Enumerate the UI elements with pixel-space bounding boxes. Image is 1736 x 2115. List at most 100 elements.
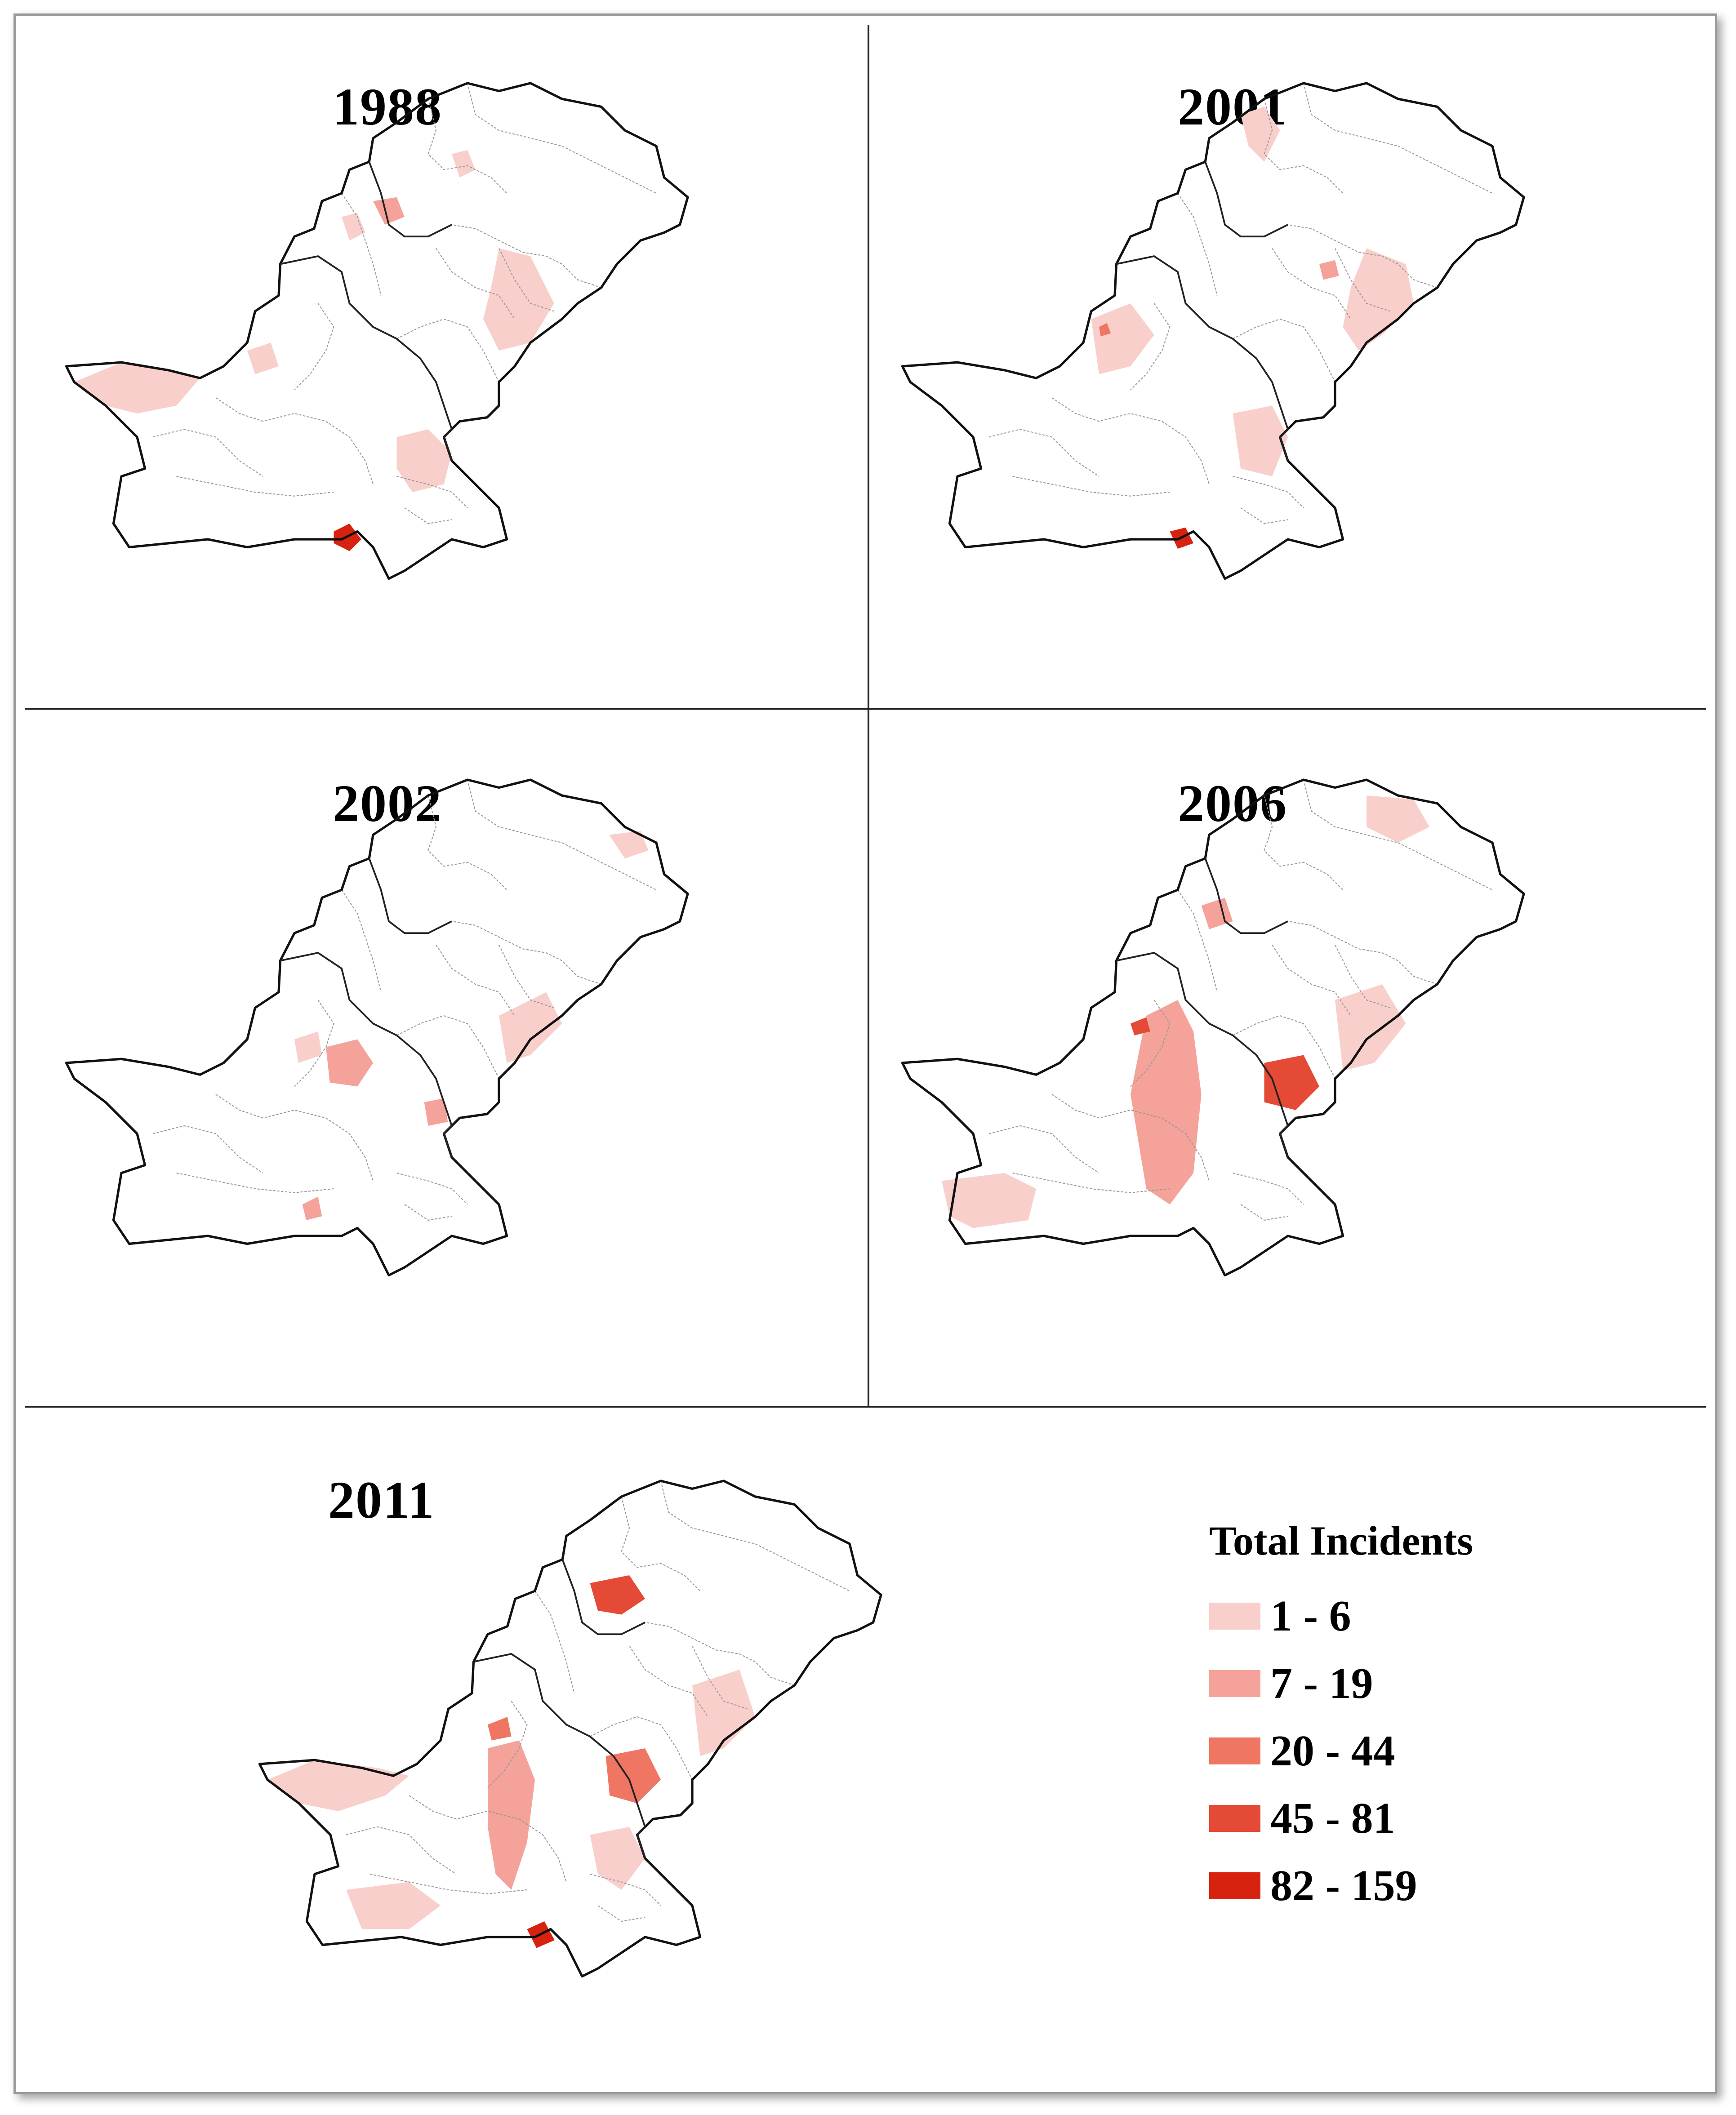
pakistan-map	[258, 1480, 882, 1978]
district-boundary	[692, 1646, 748, 1710]
district-fill	[373, 197, 405, 225]
district-boundary	[1177, 193, 1218, 296]
district-boundary	[152, 1125, 263, 1173]
legend-label: 20 - 44	[1270, 1727, 1395, 1775]
district-fill	[692, 1670, 755, 1756]
district-fill	[74, 362, 200, 413]
map-panel-2011: 2011	[252, 1452, 1151, 2090]
province-boundary	[1232, 338, 1289, 461]
district-boundary	[427, 98, 507, 194]
district-boundary	[396, 1015, 499, 1079]
province-boundary	[1116, 951, 1233, 1036]
district-fill	[1233, 405, 1288, 476]
district-boundary	[409, 1795, 567, 1882]
legend-item: 7 - 19	[1209, 1650, 1473, 1717]
district-boundary	[621, 1496, 701, 1591]
district-fill	[342, 213, 365, 240]
district-boundary	[499, 945, 554, 1009]
district-fill	[1367, 795, 1429, 843]
district-fill	[590, 1575, 645, 1615]
district-boundary	[597, 1905, 645, 1922]
province-boundary	[1204, 858, 1288, 934]
legend-label: 45 - 81	[1270, 1794, 1395, 1843]
district-boundary	[1233, 475, 1304, 508]
country-outline	[901, 82, 1525, 580]
district-boundary	[346, 1826, 457, 1875]
district-boundary	[1303, 779, 1493, 890]
legend-item: 20 - 44	[1209, 1717, 1473, 1785]
country-outline	[65, 82, 689, 580]
district-boundary	[341, 193, 382, 296]
district-boundary	[1130, 303, 1171, 391]
district-boundary	[1205, 161, 1438, 288]
divider-horizontal-2	[25, 1406, 1706, 1408]
district-boundary	[176, 1172, 334, 1193]
legend-label: 1 - 6	[1270, 1592, 1351, 1640]
district-boundary	[1051, 1094, 1210, 1181]
district-fill	[1099, 323, 1111, 337]
divider-horizontal-1	[25, 708, 1706, 710]
district-fill	[1335, 984, 1406, 1071]
district-fill	[424, 1098, 448, 1126]
district-boundary	[562, 1559, 795, 1686]
legend-item: 45 - 81	[1209, 1785, 1473, 1852]
district-boundary	[404, 1204, 452, 1221]
province-boundary	[473, 1653, 591, 1737]
province-boundary	[1232, 1035, 1289, 1158]
district-fill	[1131, 1017, 1150, 1035]
divider-vertical-top	[868, 25, 869, 1407]
district-fill	[452, 150, 476, 178]
province-boundary	[561, 1559, 645, 1635]
map-panel-2001: 2001	[895, 58, 1704, 697]
district-boundary	[404, 507, 452, 524]
district-boundary	[534, 1591, 575, 1693]
pakistan-map	[65, 778, 689, 1277]
district-fill	[499, 992, 562, 1063]
district-fill	[294, 1031, 322, 1063]
country-outline	[65, 778, 689, 1277]
pakistan-map	[901, 82, 1525, 580]
province-boundary	[1116, 255, 1233, 340]
district-boundary	[396, 475, 468, 508]
district-boundary	[467, 779, 657, 890]
province-boundary	[1204, 161, 1288, 238]
district-boundary	[176, 475, 334, 497]
district-boundary	[436, 944, 515, 1016]
district-boundary	[1303, 83, 1493, 194]
legend-label: 7 - 19	[1270, 1659, 1373, 1708]
legend-item: 82 - 159	[1209, 1852, 1473, 1919]
legend-swatch	[1209, 1670, 1260, 1697]
district-fill	[1241, 107, 1280, 162]
district-fill	[1319, 260, 1339, 280]
province-boundary	[396, 338, 453, 461]
map-year-label: 2011	[328, 1471, 435, 1529]
district-fill	[488, 1740, 535, 1890]
district-boundary	[396, 318, 499, 382]
district-boundary	[1205, 858, 1438, 985]
district-boundary	[1240, 1204, 1288, 1221]
province-boundary	[280, 951, 397, 1036]
district-fill	[1131, 1000, 1202, 1204]
district-boundary	[590, 1716, 693, 1780]
district-boundary	[1264, 98, 1344, 194]
district-boundary	[988, 428, 1099, 477]
district-boundary	[1272, 944, 1351, 1016]
district-fill	[326, 1039, 373, 1087]
district-fill	[247, 342, 279, 374]
district-fill	[346, 1882, 441, 1929]
district-boundary	[1264, 795, 1344, 890]
district-boundary	[1012, 1172, 1170, 1193]
district-fill	[1091, 303, 1154, 374]
map-year-label: 2006	[1178, 774, 1287, 833]
district-boundary	[487, 1701, 528, 1788]
district-boundary	[427, 795, 507, 890]
legend-item: 1 - 6	[1209, 1582, 1473, 1650]
district-boundary	[1240, 507, 1288, 524]
map-panel-2006: 2006	[895, 755, 1704, 1393]
district-fill	[488, 1717, 512, 1741]
district-boundary	[988, 1125, 1099, 1173]
pakistan-map	[901, 778, 1525, 1277]
province-boundary	[368, 161, 452, 238]
district-boundary	[369, 858, 601, 985]
district-fill	[605, 1748, 661, 1804]
